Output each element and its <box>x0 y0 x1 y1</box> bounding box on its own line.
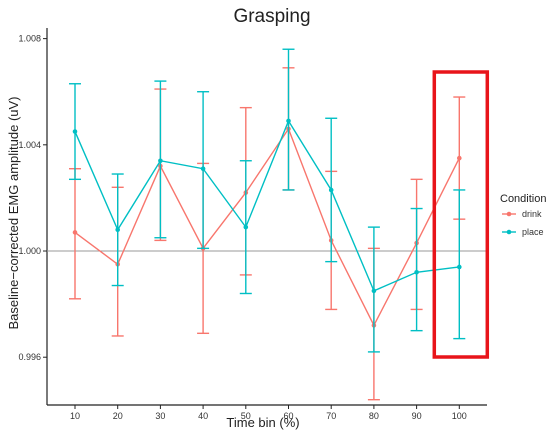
legend-key-point-drink <box>506 211 512 217</box>
data-point-place <box>328 187 334 193</box>
highlight-layer <box>432 70 490 359</box>
y-tick-label: 1.008 <box>18 34 41 44</box>
x-tick-label: 40 <box>198 411 208 421</box>
y-axis-title: Baseline−corrected EMG amplitude (uV) <box>6 96 21 329</box>
highlight-box <box>432 70 490 359</box>
series-line-drink <box>74 127 460 327</box>
chart-title: Grasping <box>233 6 310 27</box>
data-point-place <box>414 269 419 275</box>
data-point-place <box>72 129 78 134</box>
x-tick-label: 100 <box>452 411 467 421</box>
series-layer <box>69 48 466 401</box>
series-place <box>69 48 466 353</box>
data-point-place <box>158 158 163 164</box>
legend: Condition drink place <box>500 193 546 237</box>
x-tick-label: 30 <box>155 411 165 421</box>
x-tick-label: 90 <box>412 411 422 421</box>
y-tick-label: 1.000 <box>18 246 41 256</box>
axes-layer: 0.996 1.000 1.004 1.008 10 20 30 40 50 60 70 80 90 10… <box>18 28 487 421</box>
x-tick-label: 10 <box>70 411 80 421</box>
x-tick-label: 80 <box>369 411 379 421</box>
series-line-place <box>74 119 460 292</box>
y-tick-label: 1.004 <box>18 140 41 150</box>
legend-key-point-place <box>506 229 512 235</box>
data-point-place <box>115 227 120 233</box>
data-point-place <box>200 166 206 172</box>
data-point-drink <box>72 230 78 235</box>
data-point-drink <box>457 155 462 161</box>
data-point-place <box>286 118 291 124</box>
y-tick-label: 0.996 <box>18 352 41 362</box>
legend-title: Condition <box>500 193 546 205</box>
legend-label-place: place <box>522 227 544 237</box>
data-point-place <box>371 288 377 294</box>
data-point-place <box>243 224 249 230</box>
x-axis-title: Time bin (%) <box>226 415 299 430</box>
legend-label-drink: drink <box>522 209 542 219</box>
x-tick-label: 60 <box>283 411 293 421</box>
series-drink <box>69 67 466 401</box>
x-tick-label: 20 <box>113 411 123 421</box>
x-tick-label: 70 <box>326 411 336 421</box>
x-tick-label: 50 <box>241 411 251 421</box>
data-point-place <box>457 264 462 270</box>
